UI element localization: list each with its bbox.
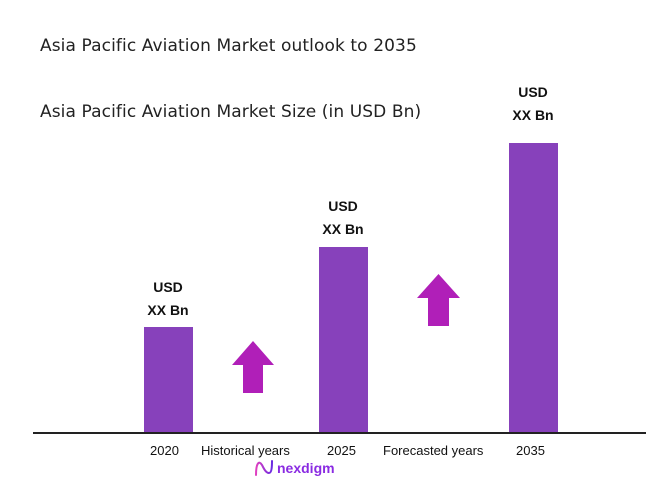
x-tick-2020: 2020 bbox=[150, 443, 179, 458]
x-axis-line bbox=[33, 432, 646, 434]
nexdigm-wave-icon bbox=[255, 460, 273, 476]
logo-text: nexdigm bbox=[277, 460, 335, 476]
x-period-forecasted: Forecasted years bbox=[383, 443, 484, 458]
x-tick-2035: 2035 bbox=[516, 443, 545, 458]
bar-2035 bbox=[509, 143, 558, 433]
x-period-historical: Historical years bbox=[201, 443, 290, 458]
bar-label-currency: USD bbox=[328, 198, 358, 214]
bar-label-2020: USD XX Bn bbox=[128, 276, 208, 322]
bar-label-value: XX Bn bbox=[147, 302, 189, 318]
bar-label-value: XX Bn bbox=[322, 221, 364, 237]
nexdigm-logo: nexdigm bbox=[254, 459, 335, 477]
growth-up-arrow-icon bbox=[232, 341, 274, 393]
bar-label-value: XX Bn bbox=[512, 107, 554, 123]
bar-2025 bbox=[319, 247, 368, 433]
chart-title: Asia Pacific Aviation Market outlook to … bbox=[40, 36, 417, 56]
bar-label-2035: USD XX Bn bbox=[493, 81, 573, 127]
chart-subtitle: Asia Pacific Aviation Market Size (in US… bbox=[40, 102, 422, 122]
bar-2020 bbox=[144, 327, 193, 433]
growth-up-arrow-icon bbox=[417, 274, 460, 326]
bar-label-currency: USD bbox=[153, 279, 183, 295]
bar-label-2025: USD XX Bn bbox=[303, 195, 383, 241]
x-tick-2025: 2025 bbox=[327, 443, 356, 458]
bar-label-currency: USD bbox=[518, 84, 548, 100]
